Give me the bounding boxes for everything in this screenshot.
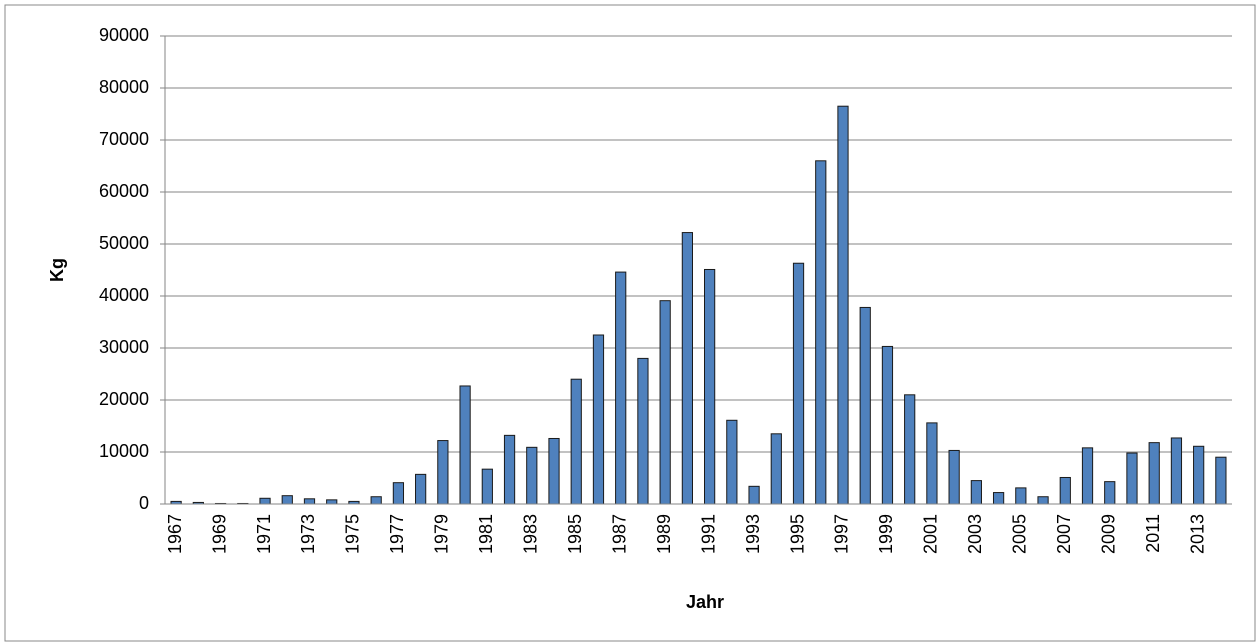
bar — [748, 485, 760, 505]
bar — [1059, 476, 1071, 505]
bar — [548, 437, 560, 505]
bar — [792, 262, 805, 505]
x-tick-label: 1989 — [654, 514, 674, 554]
bar — [370, 496, 382, 505]
x-axis-title: Jahr — [686, 592, 724, 612]
x-tick-label: 1999 — [876, 514, 896, 554]
bar — [1148, 442, 1160, 505]
y-tick-label: 0 — [139, 493, 149, 513]
x-tick-label: 2011 — [1143, 514, 1163, 553]
bar — [1193, 445, 1205, 505]
bar — [881, 345, 894, 505]
bar — [637, 357, 649, 505]
x-tick-label: 1981 — [476, 514, 496, 554]
bar — [503, 434, 516, 505]
bar — [681, 232, 693, 505]
bar — [1081, 447, 1094, 505]
x-tick-label: 1967 — [165, 514, 185, 554]
x-tick-label: 1991 — [698, 514, 718, 554]
bar — [815, 160, 827, 505]
bar — [770, 433, 782, 505]
bar — [259, 497, 271, 505]
bar — [926, 422, 938, 505]
bar — [837, 105, 849, 505]
x-tick-label: 2005 — [1010, 514, 1030, 554]
bar — [1215, 456, 1227, 505]
x-tick-label: 2013 — [1187, 514, 1207, 554]
bar — [704, 268, 716, 505]
y-tick-label: 30000 — [99, 337, 149, 357]
bar — [1015, 487, 1027, 505]
x-tick-label: 1979 — [432, 514, 452, 554]
bar — [303, 498, 316, 505]
bar — [526, 446, 538, 505]
x-tick-label: 1971 — [254, 514, 274, 554]
bar — [948, 449, 960, 505]
y-tick-label: 80000 — [99, 77, 149, 97]
bar — [659, 300, 671, 505]
x-tick-label: 2007 — [1054, 514, 1074, 554]
y-tick-label: 20000 — [99, 389, 149, 409]
x-tick-label: 2003 — [965, 514, 985, 554]
bar — [326, 499, 338, 505]
bar — [1104, 481, 1116, 505]
bar — [592, 334, 605, 505]
y-tick-label: 50000 — [99, 233, 149, 253]
bar — [570, 378, 582, 505]
bar — [859, 306, 871, 505]
bar — [459, 385, 471, 505]
bar — [1037, 496, 1049, 505]
x-tick-label: 1969 — [209, 514, 229, 554]
bar — [437, 440, 449, 505]
y-axis-title: Kg — [47, 258, 67, 282]
x-tick-label: 1983 — [521, 514, 541, 554]
bar — [615, 271, 627, 505]
x-tick-label: 1975 — [343, 514, 363, 554]
bar — [415, 473, 427, 505]
x-tick-label: 2001 — [921, 514, 941, 554]
bar — [281, 495, 293, 505]
bar — [970, 480, 982, 505]
x-tick-label: 1995 — [787, 514, 807, 554]
bar — [481, 468, 493, 505]
chart-border — [4, 4, 1256, 642]
bar — [992, 492, 1005, 505]
y-tick-label: 10000 — [99, 441, 149, 461]
bar — [1170, 437, 1183, 505]
x-tick-label: 1993 — [743, 514, 763, 554]
bar — [1126, 452, 1138, 505]
x-tick-label: 1985 — [565, 514, 585, 554]
bar — [904, 394, 916, 505]
x-tick-label: 1973 — [298, 514, 318, 554]
x-tick-label: 1997 — [832, 514, 852, 554]
y-tick-label: 40000 — [99, 285, 149, 305]
x-tick-label: 1987 — [609, 514, 629, 554]
x-tick-label: 2009 — [1098, 514, 1118, 554]
y-tick-label: 70000 — [99, 129, 149, 149]
bar — [392, 482, 405, 505]
y-tick-label: 60000 — [99, 181, 149, 201]
y-tick-label: 90000 — [99, 25, 149, 45]
bar — [726, 419, 738, 505]
x-tick-label: 1977 — [387, 514, 407, 554]
